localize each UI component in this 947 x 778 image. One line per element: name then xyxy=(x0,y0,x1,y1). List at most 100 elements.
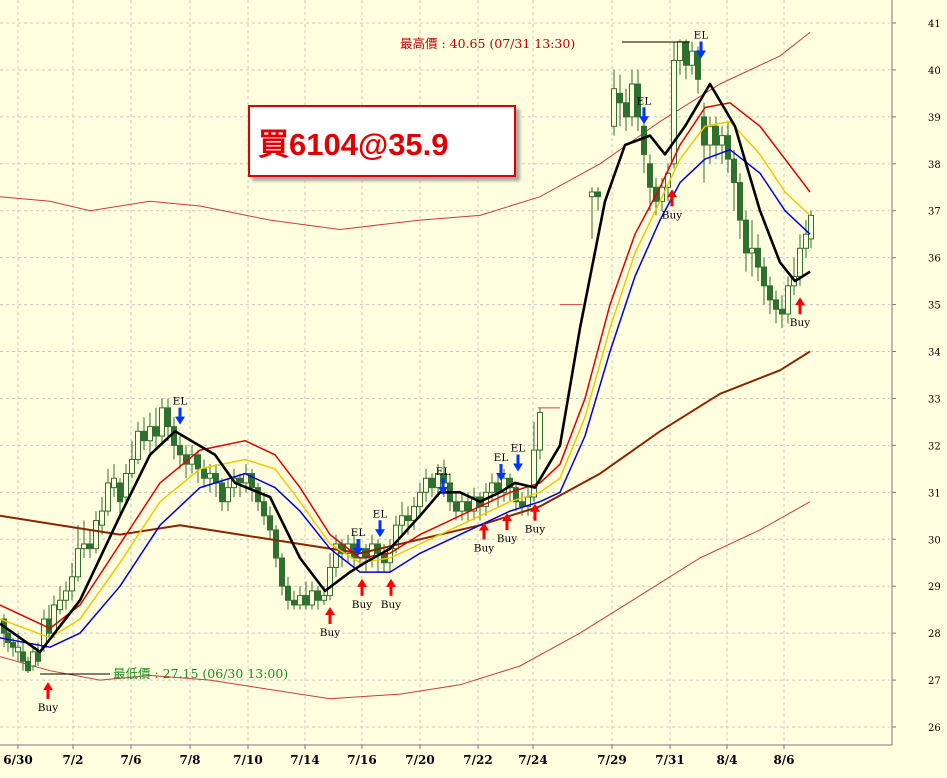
y-tick-label: 38 xyxy=(928,160,941,171)
candle-body xyxy=(93,519,99,550)
x-tick-label: 7/16 xyxy=(347,753,376,767)
candle-body xyxy=(393,524,399,550)
candle-body xyxy=(159,407,165,437)
exit-label: EL xyxy=(351,527,366,539)
y-tick-label: 40 xyxy=(928,66,941,77)
candle-body xyxy=(501,477,507,493)
candle-body xyxy=(725,135,731,160)
candle-body xyxy=(617,92,623,104)
candle-body xyxy=(671,60,677,165)
series-band_upper xyxy=(0,32,811,231)
low-price-label: 最低價 : 27.15 (06/30 13:00) xyxy=(113,666,288,681)
x-tick-label: 7/22 xyxy=(463,753,492,767)
buy-arrow-head xyxy=(43,682,53,691)
candle-body xyxy=(755,247,761,268)
x-tick-label: 8/6 xyxy=(773,753,794,767)
candle-body xyxy=(57,599,63,611)
candle-body xyxy=(453,501,459,512)
candle-body xyxy=(641,125,647,155)
axes: 26 27 28 29 30 31 32 33 34 35 36 37 38 39 40 41 6/30 7/2 7… xyxy=(0,0,941,767)
exit-arrow-head xyxy=(353,548,363,557)
candle-body xyxy=(15,646,21,653)
buy-label: Buy xyxy=(790,317,810,329)
candle-body xyxy=(707,125,713,146)
x-tick-label: 7/20 xyxy=(405,753,434,767)
exit-arrow-head xyxy=(696,50,706,59)
candle-body xyxy=(303,595,309,606)
series-band_lower xyxy=(0,501,811,700)
candle-body xyxy=(309,590,315,606)
candle-body xyxy=(399,515,405,526)
candle-body xyxy=(20,651,26,662)
candle-body xyxy=(25,660,31,672)
y-tick-label: 26 xyxy=(928,723,941,734)
buy-label: Buy xyxy=(662,209,682,221)
candle-body xyxy=(635,83,641,118)
x-tick-label: 7/31 xyxy=(655,753,684,767)
envelope-bands xyxy=(0,32,811,700)
x-tick-label: 7/29 xyxy=(597,753,626,767)
candle-body xyxy=(459,501,465,512)
candle-body xyxy=(261,501,267,517)
candle-body xyxy=(177,444,183,456)
candle-body xyxy=(785,285,791,315)
x-tick-label: 7/6 xyxy=(120,753,141,767)
y-tick-label: 34 xyxy=(928,348,941,359)
exit-arrow-head xyxy=(438,487,448,496)
buy-label: Buy xyxy=(320,627,340,639)
series-yellow xyxy=(0,120,811,639)
high-price-label: 最高價 : 40.65 (07/31 13:30) xyxy=(400,36,575,51)
candle-body xyxy=(429,477,435,489)
y-tick-label: 39 xyxy=(928,113,941,124)
candle-body xyxy=(291,599,297,606)
candle-body xyxy=(207,473,213,479)
candle-body xyxy=(623,102,629,118)
candle-body xyxy=(297,595,303,606)
candle-body xyxy=(69,576,75,592)
candle-body xyxy=(225,487,231,503)
buy-arrow-head xyxy=(386,578,396,587)
candle-body xyxy=(677,41,683,62)
candle-body xyxy=(75,548,81,578)
candle-body xyxy=(659,186,665,202)
exit-label: EL xyxy=(494,452,509,464)
candle-body xyxy=(761,266,767,287)
candle-body xyxy=(117,482,123,503)
candle-body xyxy=(525,496,531,507)
exit-arrow-head xyxy=(639,116,649,125)
candle-body xyxy=(237,477,243,484)
candle-body xyxy=(5,632,11,644)
buy-arrow-head xyxy=(530,503,540,512)
candle-body xyxy=(273,529,279,559)
buy-label: Buy xyxy=(38,702,58,714)
candle-body xyxy=(315,590,321,601)
candle-body xyxy=(489,482,495,493)
candle-body xyxy=(105,482,111,512)
candle-body xyxy=(589,191,595,198)
y-tick-label: 33 xyxy=(928,394,941,405)
candle-body xyxy=(255,487,261,503)
candle-body xyxy=(411,505,417,521)
buy-arrow-head xyxy=(479,522,489,531)
x-tick-label: 7/10 xyxy=(233,753,262,767)
candle-body xyxy=(683,41,689,66)
exit-label: EL xyxy=(436,466,451,478)
y-tick-label: 41 xyxy=(928,19,941,30)
y-tick-label: 29 xyxy=(928,582,941,593)
series-blue xyxy=(0,148,811,648)
buy-arrow-head xyxy=(795,297,805,306)
buy-arrow-head xyxy=(357,578,367,587)
candle-body xyxy=(87,543,93,550)
candle-body xyxy=(519,501,525,507)
candle-body xyxy=(51,604,57,634)
candle-body xyxy=(249,473,255,489)
candle-body xyxy=(513,487,519,503)
exit-arrow-head xyxy=(513,463,523,472)
candle-body xyxy=(779,308,785,315)
candle-body xyxy=(435,473,441,489)
candle-body xyxy=(797,247,803,277)
x-tick-label: 7/14 xyxy=(290,753,319,767)
extreme-markers xyxy=(40,41,690,675)
candle-body xyxy=(147,426,153,442)
